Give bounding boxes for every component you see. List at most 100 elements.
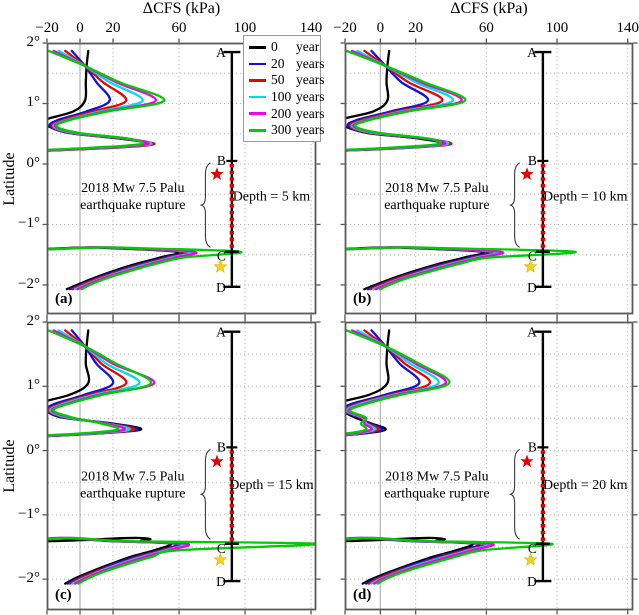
x-tick-label: 20 xyxy=(408,20,424,36)
dcfs-curves xyxy=(346,49,577,291)
y-tick-label: 0° xyxy=(26,154,41,171)
x-tick-label: 0 xyxy=(76,20,84,36)
gridlines xyxy=(346,44,632,313)
depth-label: Depth = 20 km xyxy=(543,478,628,493)
gridlines xyxy=(48,323,315,609)
rupture-brace xyxy=(200,162,211,248)
red-star xyxy=(210,454,224,468)
panel-border xyxy=(46,321,317,611)
rupture-label-line1: 2018 Mw 7.5 Palu xyxy=(81,469,184,484)
x-tick-label: 0 xyxy=(376,20,385,36)
legend-label-number: 300 xyxy=(271,122,292,138)
legend-item: 0 year xyxy=(249,39,320,56)
y-tick-label: 1° xyxy=(26,94,41,111)
dcfs-curves xyxy=(346,329,554,585)
panel-letter: (d) xyxy=(353,587,371,603)
legend-label-number: 0 xyxy=(271,39,278,55)
rupture-brace xyxy=(509,162,520,248)
curve-0-year xyxy=(48,49,180,291)
panel-c-plot: A B C D 2018 Mw 7.5 Palu earthquake rupture De… xyxy=(42,317,321,615)
x-axis-title: ΔCFS (kPa) xyxy=(142,0,221,17)
rupture-label-line2: earthquake rupture xyxy=(384,486,489,501)
legend-label-number: 20 xyxy=(271,55,285,71)
rupture-label-line2: earthquake rupture xyxy=(80,486,185,501)
yellow-star xyxy=(523,552,538,566)
rupture-label-line1: 2018 Mw 7.5 Palu xyxy=(385,469,488,484)
panel-border xyxy=(344,321,634,611)
legend-line-swatch xyxy=(249,128,266,132)
x-tick-label: 140 xyxy=(616,20,639,36)
y-axis-title: Latitude xyxy=(1,439,18,493)
profile-letter-A: A xyxy=(216,325,226,340)
legend-label-unit: years xyxy=(296,72,325,88)
legend-line-swatch xyxy=(249,112,266,116)
x-tick-label: 60 xyxy=(171,20,187,36)
gridlines xyxy=(346,323,632,609)
y-tick-label: 1° xyxy=(26,377,41,394)
tick-marks xyxy=(42,317,321,615)
x-tick-label: 100 xyxy=(233,20,257,36)
legend-label-number: 200 xyxy=(271,105,292,121)
legend-label-number: 100 xyxy=(271,89,292,105)
x-tick-label: 20 xyxy=(105,20,121,36)
profile-line: A B C D xyxy=(216,45,241,295)
legend-item: 50 years xyxy=(249,72,324,89)
panel-d-plot: A B C D 2018 Mw 7.5 Palu earthquake rupture De… xyxy=(340,317,638,615)
rupture-label-line2: earthquake rupture xyxy=(384,198,489,213)
y-tick-label: 2° xyxy=(26,313,41,329)
profile-letter-B: B xyxy=(528,153,537,168)
rupture-label-line1: 2018 Mw 7.5 Palu xyxy=(385,181,488,196)
profile-letter-A: A xyxy=(527,325,537,340)
profile-letter-B: B xyxy=(217,439,226,454)
red-star xyxy=(210,167,224,180)
red-star xyxy=(520,454,534,468)
profile-letter-B: B xyxy=(217,153,226,168)
yellow-star xyxy=(523,259,538,273)
tick-marks xyxy=(340,317,638,615)
panel-border xyxy=(46,42,317,315)
curve-300-years xyxy=(346,49,577,291)
panel-border xyxy=(344,42,634,315)
depth-label: Depth = 10 km xyxy=(543,189,628,204)
profile-letter-D: D xyxy=(527,280,537,295)
rupture-brace xyxy=(509,448,520,540)
profile-line: A B C D xyxy=(527,325,552,589)
panel-letter: (c) xyxy=(55,587,72,603)
profile-letter-C: C xyxy=(528,249,537,264)
profile-letter-D: D xyxy=(216,280,226,295)
y-tick-label: −1° xyxy=(18,215,40,232)
profile-letter-B: B xyxy=(528,439,537,454)
panel-b-plot: A B C D 2018 Mw 7.5 Palu earthquake rupture De… xyxy=(340,38,638,319)
legend-line-swatch xyxy=(249,62,266,66)
legend-label-unit: years xyxy=(296,105,325,121)
legend-item: 100 years xyxy=(249,89,324,106)
legend-label-unit: year xyxy=(296,39,320,55)
tick-marks xyxy=(340,38,638,319)
profile-letter-C: C xyxy=(217,249,226,264)
profile-letter-D: D xyxy=(216,574,226,589)
legend: 0 year 20 years 50 years 100 years 200 years 300 ye… xyxy=(243,35,325,142)
legend-item: 20 years xyxy=(249,55,324,73)
legend-label-number: 50 xyxy=(271,72,285,88)
red-star xyxy=(520,167,534,180)
dcfs-curves xyxy=(48,49,243,291)
legend-label-unit: years xyxy=(296,122,325,138)
legend-line-swatch xyxy=(249,45,266,49)
panel-a-plot: A B C D 2018 Mw 7.5 Palu earthquake rupture De… xyxy=(42,38,321,319)
depth-label: Depth = 5 km xyxy=(233,189,311,204)
panel-letter: (a) xyxy=(55,291,73,307)
y-tick-label: −2° xyxy=(18,275,40,292)
x-tick-label: 60 xyxy=(478,20,494,36)
x-axis-title: ΔCFS (kPa) xyxy=(450,0,528,17)
profile-line: A B C D xyxy=(527,45,552,295)
profile-letter-A: A xyxy=(527,45,537,60)
y-tick-label: 2° xyxy=(26,34,41,50)
profile-letter-A: A xyxy=(216,45,226,60)
legend-line-swatch xyxy=(249,95,266,99)
profile-letter-C: C xyxy=(528,541,537,556)
x-tick-label: 100 xyxy=(545,20,569,36)
y-tick-label: −1° xyxy=(18,505,40,522)
profile-letter-D: D xyxy=(527,574,537,589)
y-tick-label: 0° xyxy=(26,441,41,458)
